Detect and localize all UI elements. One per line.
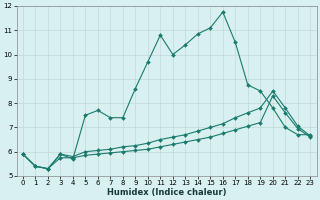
X-axis label: Humidex (Indice chaleur): Humidex (Indice chaleur) bbox=[107, 188, 226, 197]
